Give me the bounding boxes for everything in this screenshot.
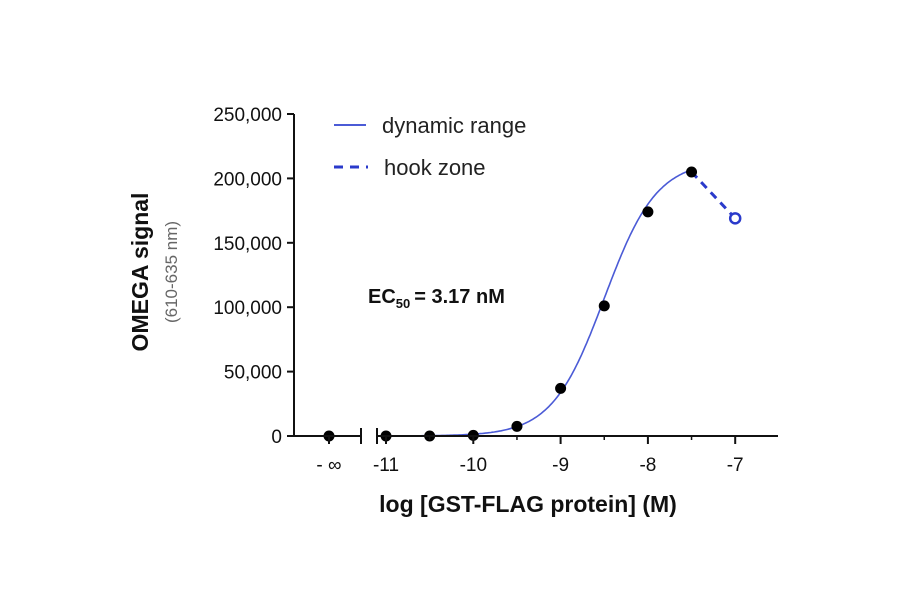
data-point: [642, 206, 654, 218]
ec50-label: EC: [368, 286, 396, 308]
data-point: [511, 420, 523, 432]
y-tick-label: 250,000: [213, 105, 282, 126]
y-axis-subtitle: (610-635 nm): [162, 221, 181, 323]
fit-curve-layer: [295, 169, 737, 437]
ec50-subscript: 50: [396, 296, 410, 311]
data-points-layer: [323, 166, 742, 442]
x-tick-label: - ∞: [316, 455, 341, 476]
y-tick-label: 200,000: [213, 169, 282, 190]
axes: 0 50,000 100,000 150,000 200,000 250,000 - ∞ -1…: [213, 105, 778, 476]
x-tick-label: -8: [639, 455, 656, 476]
data-point: [686, 166, 698, 178]
data-point: [555, 382, 567, 394]
hook-zone-line: [690, 170, 737, 220]
x-tick-label: -7: [727, 455, 744, 476]
legend: dynamic range hook zone: [334, 113, 526, 180]
ec50-annotation: EC50 = 3.17 nM: [368, 286, 505, 311]
plot-area: [295, 166, 742, 442]
legend-label-hook-zone: hook zone: [384, 155, 486, 180]
hook-data-point: [728, 212, 742, 225]
ec50-value: = 3.17 nM: [414, 286, 505, 308]
x-tick-label: -10: [460, 455, 487, 476]
y-tick-label: 150,000: [213, 234, 282, 255]
y-tick-label: 50,000: [224, 363, 282, 384]
y-tick-label: 0: [271, 427, 282, 448]
x-tick-label: -9: [552, 455, 569, 476]
x-axis-title: log [GST-FLAG protein] (M): [379, 491, 677, 517]
y-axis-title: OMEGA signal: [127, 193, 153, 352]
y-tick-label: 100,000: [213, 298, 282, 319]
legend-label-dynamic-range: dynamic range: [382, 113, 526, 138]
data-point: [598, 300, 610, 312]
x-tick-label: -11: [373, 455, 399, 476]
